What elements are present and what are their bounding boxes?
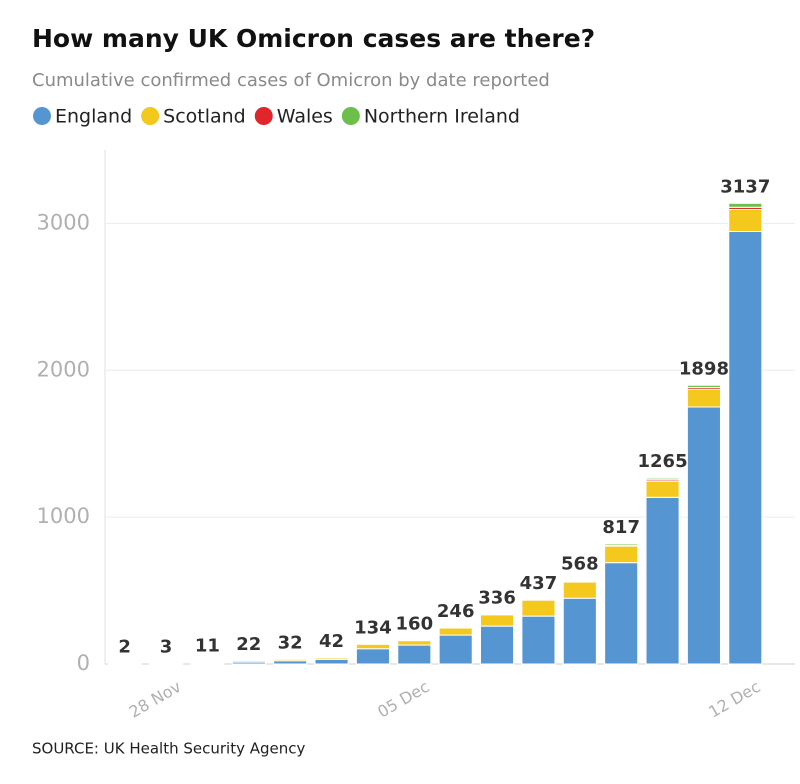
y-tick-label: 0: [77, 651, 90, 675]
total-label: 42: [319, 631, 344, 652]
total-label: 3: [160, 637, 173, 658]
bar-segment: [480, 625, 515, 665]
bar-segment: [645, 477, 680, 481]
bar-segment: [521, 599, 556, 617]
bar-segment: [190, 661, 225, 664]
bar-segment: [521, 615, 556, 665]
source: SOURCE: UK Health Security Agency: [32, 740, 305, 758]
bar-segment: [562, 581, 597, 599]
legend-label: Scotland: [163, 106, 246, 128]
bar-segment: [480, 614, 515, 627]
bar-segment: [231, 660, 266, 663]
total-label: 1265: [638, 451, 688, 472]
total-label: 437: [520, 573, 558, 594]
legend-label: England: [55, 106, 132, 128]
bar-segment: [604, 562, 639, 665]
legend-swatch: [141, 107, 160, 125]
total-label: 336: [478, 588, 516, 609]
total-label: 246: [437, 601, 475, 622]
bar-segment: [686, 388, 721, 408]
bar-segment: [604, 545, 639, 564]
legend-swatch: [33, 107, 51, 125]
bar-segment: [562, 580, 597, 582]
bar-segment: [314, 658, 349, 665]
bar-segment: [645, 496, 680, 665]
total-label: 22: [236, 634, 261, 655]
bar-segment: [355, 648, 390, 665]
bar-segment: [728, 202, 763, 208]
total-label: 817: [602, 517, 640, 538]
bar-segment: [314, 657, 349, 660]
bar-segment: [686, 384, 721, 388]
legend-swatch: [341, 107, 360, 125]
y-tick-label: 3000: [37, 210, 90, 234]
total-label: 2: [118, 637, 131, 658]
x-tick-label: 28 Nov: [126, 677, 185, 722]
chart-title: How many UK Omicron cases are there?: [32, 24, 595, 53]
legend-label: Wales: [277, 106, 333, 128]
total-label: 134: [354, 617, 392, 638]
y-tick-label: 1000: [37, 504, 90, 528]
bar-segment: [728, 231, 763, 665]
x-tick-label: 12 Dec: [705, 677, 763, 722]
total-label: 32: [278, 632, 303, 653]
bar-segment: [273, 658, 308, 662]
total-label: 568: [561, 554, 599, 575]
legend-label: Northern Ireland: [364, 106, 520, 128]
bar-segment: [728, 208, 763, 233]
chart-subtitle: Cumulative confirmed cases of Omicron by…: [32, 70, 550, 91]
legend: England Scotland Wales Northern Ireland: [33, 106, 520, 128]
bar-segment: [397, 640, 432, 646]
bar-segment: [686, 406, 721, 665]
bar-segment: [438, 627, 473, 636]
total-label: 11: [195, 635, 220, 656]
bar-segment: [604, 543, 639, 546]
bar-segment: [645, 480, 680, 498]
y-tick-label: 2000: [37, 357, 90, 381]
total-label: 1898: [679, 358, 729, 379]
bar-segment: [355, 643, 390, 650]
bar-segment: [397, 644, 432, 665]
legend-swatch: [254, 107, 273, 125]
bar-segment: [562, 597, 597, 665]
bar-segment: [438, 634, 473, 665]
x-tick-label: 05 Dec: [374, 677, 432, 722]
total-label: 160: [396, 614, 434, 635]
total-label: 3137: [720, 176, 770, 197]
